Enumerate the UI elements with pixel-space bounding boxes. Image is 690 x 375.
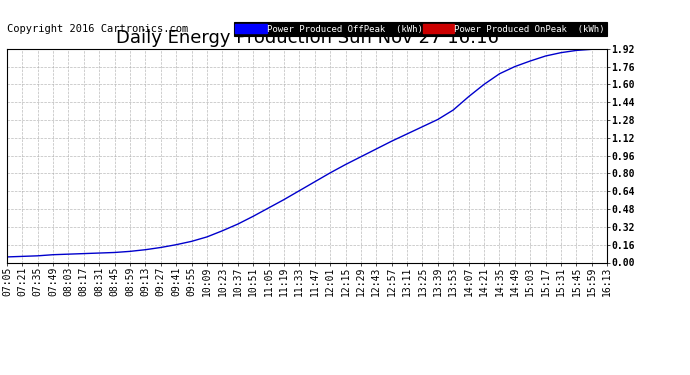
Text: Copyright 2016 Cartronics.com: Copyright 2016 Cartronics.com xyxy=(7,24,188,34)
Legend: Power Produced OffPeak  (kWh), Power Produced OnPeak  (kWh): Power Produced OffPeak (kWh), Power Prod… xyxy=(233,22,607,36)
Title: Daily Energy Production Sun Nov 27 16:16: Daily Energy Production Sun Nov 27 16:16 xyxy=(116,29,498,47)
